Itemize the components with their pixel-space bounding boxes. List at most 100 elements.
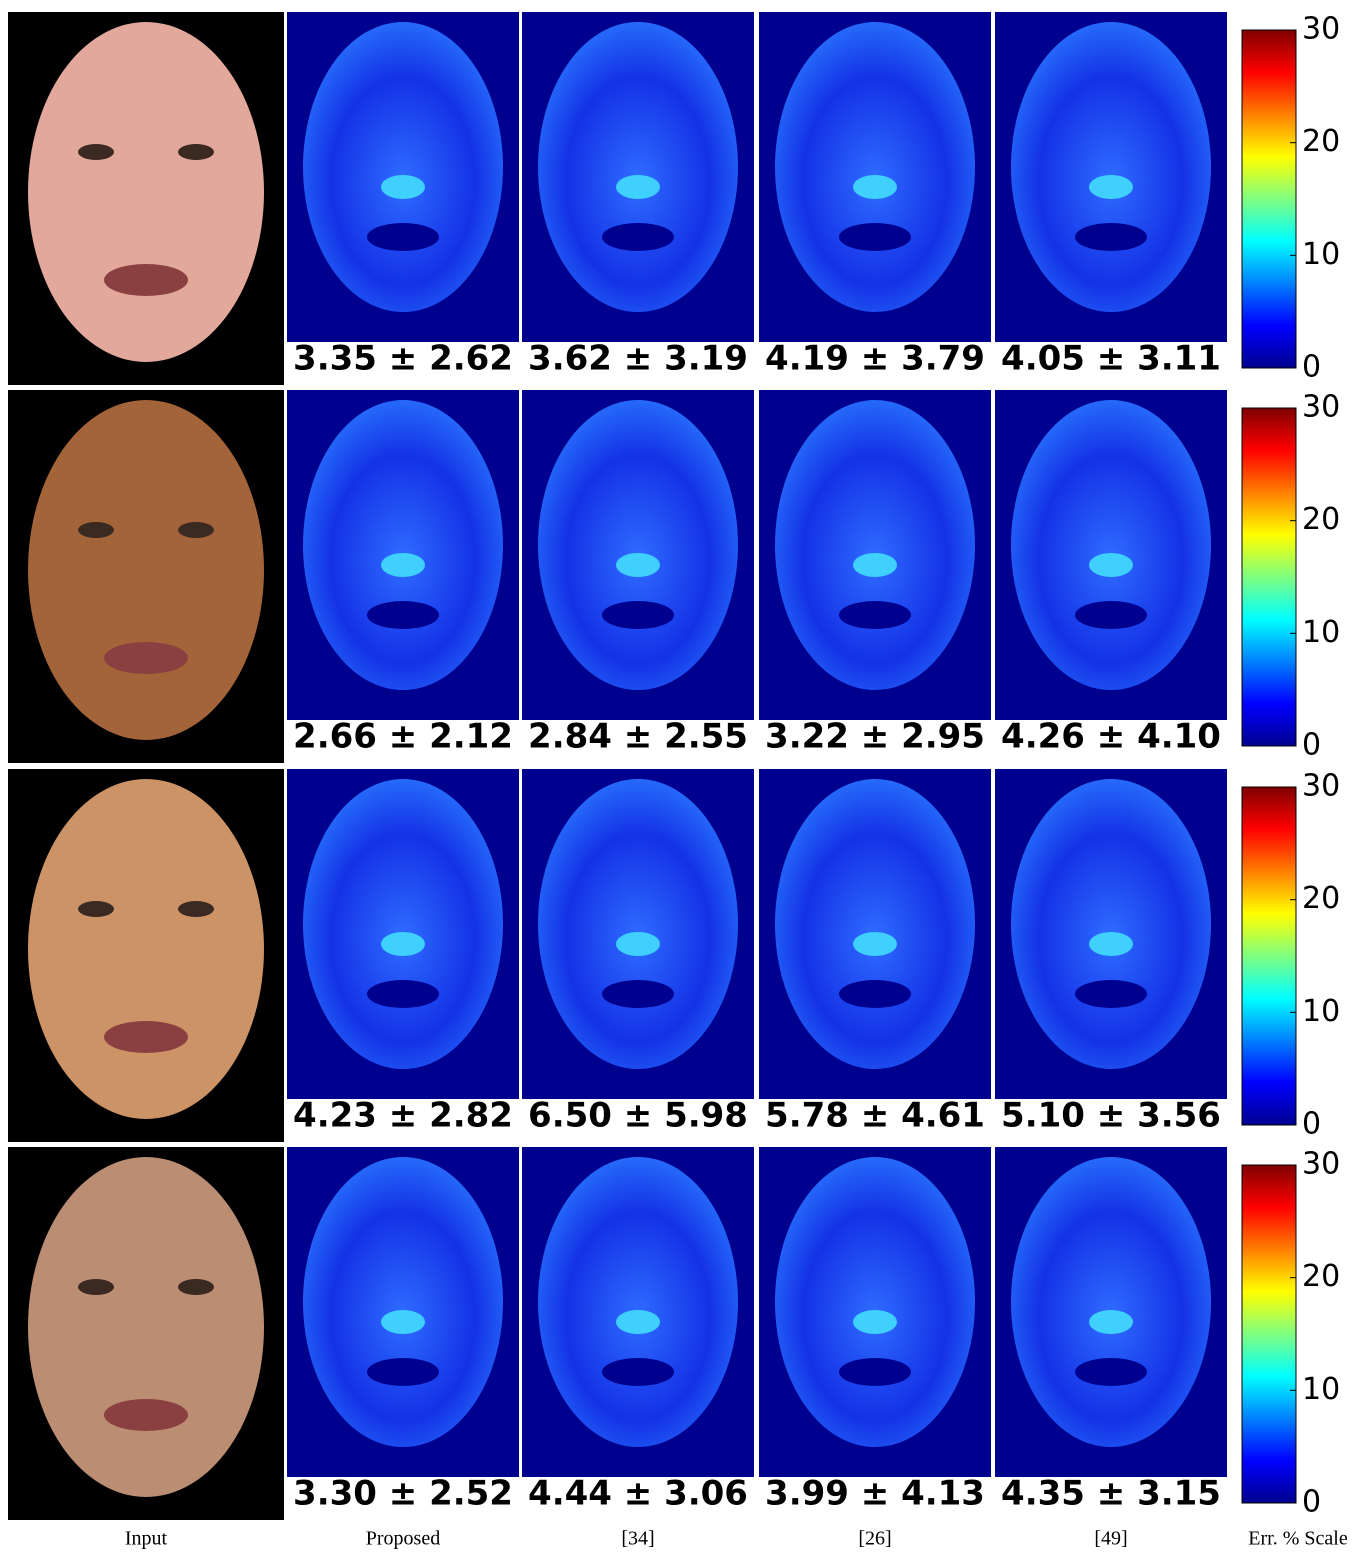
face-error [775, 779, 975, 1069]
nose-error [1089, 1310, 1133, 1334]
face-error [538, 22, 738, 312]
face-error [538, 779, 738, 1069]
mouth-error [367, 980, 439, 1008]
mouth [104, 1021, 188, 1053]
tick-label: 0 [1302, 1107, 1321, 1142]
face-error [1011, 22, 1211, 312]
mouth-error [839, 601, 911, 629]
error-label: 5.78 ± 4.61 [765, 1096, 985, 1136]
nose-error [381, 553, 425, 577]
mouth [104, 1399, 188, 1431]
eye [78, 522, 114, 538]
mouth-error [839, 1358, 911, 1386]
mouth-error [367, 601, 439, 629]
tick-label: 20 [1302, 124, 1340, 159]
error-label: 3.99 ± 4.13 [765, 1474, 985, 1514]
face [28, 22, 264, 362]
eye [178, 901, 214, 917]
error-label: 4.23 ± 2.82 [293, 1096, 513, 1136]
tick-label: 20 [1302, 881, 1340, 916]
mouth-error [1075, 601, 1147, 629]
eye [178, 1279, 214, 1295]
error-label: 4.26 ± 4.10 [1001, 717, 1221, 757]
eye [78, 144, 114, 160]
error-label: 4.44 ± 3.06 [528, 1474, 748, 1514]
error-label: 3.62 ± 3.19 [528, 339, 748, 379]
error-label: 5.10 ± 3.56 [1001, 1096, 1221, 1136]
error-label: 2.84 ± 2.55 [528, 717, 748, 757]
eye [178, 522, 214, 538]
mouth-error [602, 601, 674, 629]
colorbar [1241, 407, 1297, 747]
mouth-error [602, 1358, 674, 1386]
error-label: 4.05 ± 3.11 [1001, 339, 1221, 379]
mouth-error [367, 223, 439, 251]
face-error [303, 400, 503, 690]
nose-error [616, 932, 660, 956]
tick-label: 20 [1302, 1259, 1340, 1294]
face-error [303, 22, 503, 312]
nose-error [1089, 553, 1133, 577]
tick-label: 30 [1302, 769, 1340, 804]
face-error [1011, 1157, 1211, 1447]
tick-label: 30 [1302, 390, 1340, 425]
eye [78, 1279, 114, 1295]
mouth-error [1075, 980, 1147, 1008]
error-label: 3.22 ± 2.95 [765, 717, 985, 757]
tick-label: 0 [1302, 1485, 1321, 1520]
face-error [1011, 400, 1211, 690]
tick-label: 10 [1302, 237, 1340, 272]
nose-error [381, 1310, 425, 1334]
nose-error [853, 175, 897, 199]
column-label: Err. % Scale [1248, 1528, 1348, 1550]
nose-error [853, 932, 897, 956]
tick-label: 10 [1302, 615, 1340, 650]
error-label: 2.66 ± 2.12 [293, 717, 513, 757]
nose-error [853, 553, 897, 577]
column-label: [49] [1094, 1528, 1127, 1550]
error-label: 3.35 ± 2.62 [293, 339, 513, 379]
column-label: Proposed [366, 1528, 440, 1550]
mouth-error [1075, 223, 1147, 251]
nose-error [616, 175, 660, 199]
tick-label: 0 [1302, 728, 1321, 763]
error-label: 4.35 ± 3.15 [1001, 1474, 1221, 1514]
nose-error [1089, 932, 1133, 956]
tick-label: 20 [1302, 502, 1340, 537]
colorbar [1241, 786, 1297, 1126]
colorbar [1241, 29, 1297, 369]
column-label: Input [125, 1528, 168, 1550]
tick-label: 10 [1302, 1372, 1340, 1407]
nose-error [381, 175, 425, 199]
tick-label: 0 [1302, 350, 1321, 385]
error-label: 6.50 ± 5.98 [528, 1096, 748, 1136]
face-error [303, 779, 503, 1069]
error-label: 4.19 ± 3.79 [765, 339, 985, 379]
mouth-error [602, 980, 674, 1008]
face [28, 779, 264, 1119]
nose-error [1089, 175, 1133, 199]
nose-error [853, 1310, 897, 1334]
mouth-error [1075, 1358, 1147, 1386]
colorbar [1241, 1164, 1297, 1504]
mouth-error [839, 223, 911, 251]
mouth [104, 642, 188, 674]
column-label: [26] [858, 1528, 891, 1550]
tick-label: 10 [1302, 994, 1340, 1029]
face-error [775, 400, 975, 690]
mouth-error [602, 223, 674, 251]
tick-label: 30 [1302, 12, 1340, 47]
column-label: [34] [621, 1528, 654, 1550]
face-error [1011, 779, 1211, 1069]
face-error [538, 400, 738, 690]
mouth [104, 264, 188, 296]
eye [178, 144, 214, 160]
mouth-error [839, 980, 911, 1008]
face [28, 1157, 264, 1497]
face [28, 400, 264, 740]
nose-error [616, 1310, 660, 1334]
eye [78, 901, 114, 917]
face-error [303, 1157, 503, 1447]
face-error [775, 1157, 975, 1447]
